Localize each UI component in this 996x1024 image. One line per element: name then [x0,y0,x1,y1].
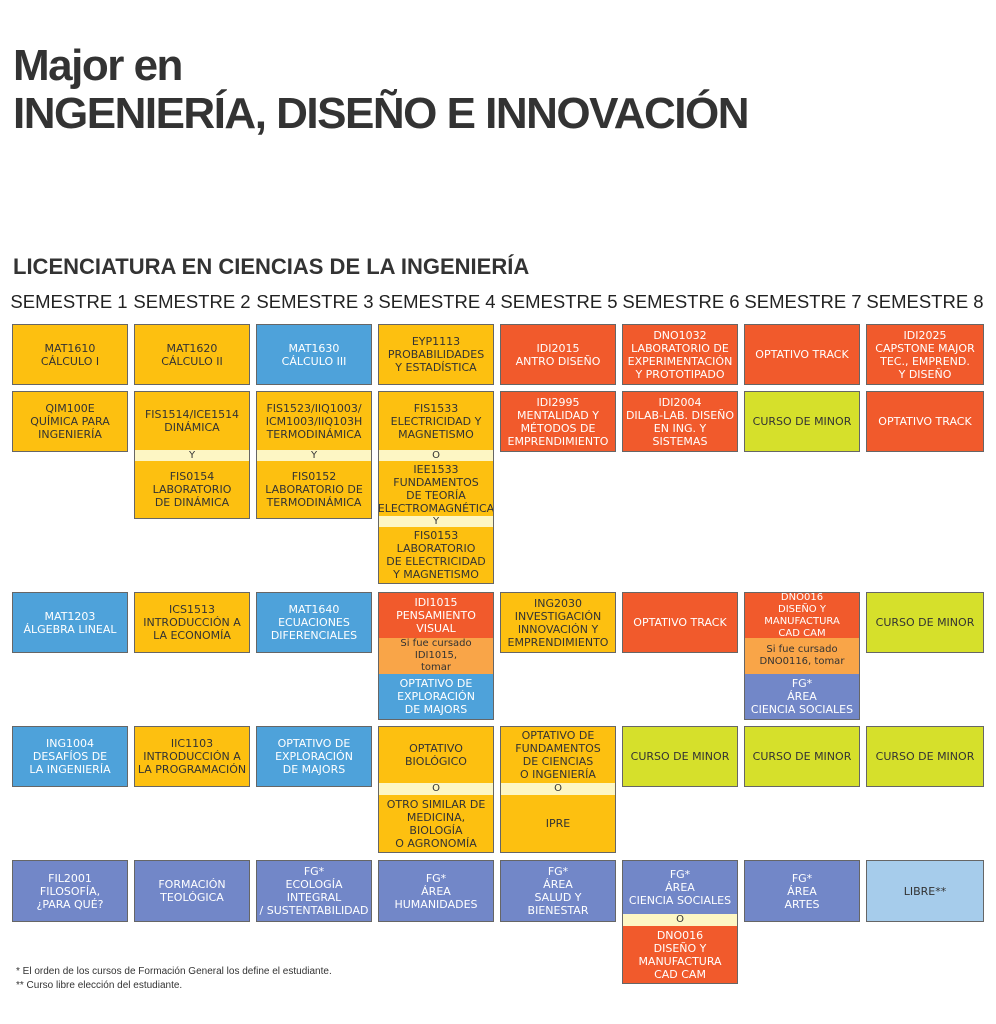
course-optativo-track-s6: OPTATIVO TRACK [622,592,738,653]
course-mat1620: MAT1620 CÁLCULO II [134,324,250,385]
course-dno1032: DNO1032 LABORATORIO DE EXPERIMENTACIÓN Y… [622,324,738,385]
course-dno016: DNO016 DISEÑO Y MANUFACTURA CAD CAM [744,592,860,638]
course-optativo-track-s8: OPTATIVO TRACK [866,391,984,452]
course-idi2995: IDI2995 MENTALIDAD Y MÉTODOS DE EMPRENDI… [500,391,616,452]
course-fis1533: FIS1533 ELECTRICIDAD Y MAGNETISMO [378,391,494,450]
course-ing2030: ING2030 INVESTIGACIÓN INNOVACIÓN Y EMPRE… [500,592,616,653]
semester-6-header: SEMESTRE 6 [622,291,740,312]
course-ics1513: ICS1513 INTRODUCCIÓN A LA ECONOMÍA [134,592,250,653]
page-title-line2: INGENIERÍA, DISEÑO E INNOVACIÓN [13,89,750,138]
course-minor-s6: CURSO DE MINOR [622,726,738,787]
course-qim100e: QIM100E QUÍMICA PARA INGENIERÍA [12,391,128,452]
connector-and: Y [134,450,250,461]
course-optativo-fundamentos: OPTATIVO DE FUNDAMENTOS DE CIENCIAS O IN… [500,726,616,783]
course-idi2004: IDI2004 DILAB-LAB. DISEÑO EN ING. Y SIST… [622,391,738,452]
course-ipre: IPRE [500,795,616,853]
course-mat1630: MAT1630 CÁLCULO III [256,324,372,385]
course-ing1004: ING1004 DESAFÍOS DE LA INGENIERÍA [12,726,128,787]
semester-2-header: SEMESTRE 2 [133,291,251,312]
course-minor-s8: CURSO DE MINOR [866,726,984,787]
connector-or: O [622,914,738,926]
course-mat1610: MAT1610 CÁLCULO I [12,324,128,385]
course-minor-s7: CURSO DE MINOR [744,726,860,787]
semester-4-header: SEMESTRE 4 [378,291,496,312]
course-fg-ciencia-sociales: FG* ÁREA CIENCIA SOCIALES [744,674,860,720]
connector-or: O [378,450,494,461]
course-fis1514: FIS1514/ICE1514 DINÁMICA [134,391,250,450]
condition-note: Si fue cursado IDI1015, tomar [378,638,494,674]
connector-or: O [500,783,616,795]
course-optativo-exploracion: OPTATIVO DE EXPLORACIÓN DE MAJORS [378,674,494,720]
course-fg-ciencia-sociales: FG* ÁREA CIENCIA SOCIALES [622,860,738,914]
condition-note: Si fue cursado DNO0116, tomar [744,638,860,674]
course-iee1533: IEE1533 FUNDAMENTOS DE TEORÍA ELECTROMAG… [378,461,494,516]
course-minor-s8: CURSO DE MINOR [866,592,984,653]
connector-and: Y [378,516,494,527]
course-eyp1113: EYP1113 PROBABILIDADES Y ESTADÍSTICA [378,324,494,385]
connector-and: Y [256,450,372,461]
course-optativo-track-s7: OPTATIVO TRACK [744,324,860,385]
connector-or: O [378,783,494,795]
page-title-line1: Major en [13,41,183,90]
course-dno016: DNO016 DISEÑO Y MANUFACTURA CAD CAM [622,926,738,984]
course-optativo-biologico: OPTATIVO BIOLÓGICO [378,726,494,783]
course-fil2001: FIL2001 FILOSOFÍA, ¿PARA QUÉ? [12,860,128,922]
course-fg-artes: FG* ÁREA ARTES [744,860,860,922]
course-libre: LIBRE** [866,860,984,922]
semester-1-header: SEMESTRE 1 [10,291,128,312]
course-formacion-teologica: FORMACIÓN TEOLÓGICA [134,860,250,922]
footnote-general-formation: * El orden de los cursos de Formación Ge… [16,966,332,977]
course-fg-humanidades: FG* ÁREA HUMANIDADES [378,860,494,922]
course-idi2015: IDI2015 ANTRO DISEÑO [500,324,616,385]
course-optativo-exploracion: OPTATIVO DE EXPLORACIÓN DE MAJORS [256,726,372,787]
course-minor-s7: CURSO DE MINOR [744,391,860,452]
course-fg-salud: FG* ÁREA SALUD Y BIENESTAR [500,860,616,922]
semester-7-header: SEMESTRE 7 [744,291,862,312]
program-subtitle: LICENCIATURA EN CIENCIAS DE LA INGENIERÍ… [13,254,530,279]
footnote-free-course: ** Curso libre elección del estudiante. [16,980,183,991]
semester-8-header: SEMESTRE 8 [866,291,984,312]
course-fg-ecologia: FG* ECOLOGÍA INTEGRAL / SUSTENTABILIDAD [256,860,372,922]
course-fis0152: FIS0152 LABORATORIO DE TERMODINÁMICA [256,461,372,519]
course-otro-similar: OTRO SIMILAR DE MEDICINA, BIOLOGÍA O AGR… [378,795,494,853]
course-idi2025: IDI2025 CAPSTONE MAJOR TEC., EMPREND. Y … [866,324,984,385]
course-idi1015: IDI1015 PENSAMIENTO VISUAL [378,592,494,638]
course-mat1640: MAT1640 ECUACIONES DIFERENCIALES [256,592,372,653]
course-fis0153: FIS0153 LABORATORIO DE ELECTRICIDAD Y MA… [378,527,494,584]
semester-3-header: SEMESTRE 3 [256,291,374,312]
course-fis0154: FIS0154 LABORATORIO DE DINÁMICA [134,461,250,519]
course-fis1523: FIS1523/IIQ1003/ ICM1003/IIQ103H TERMODI… [256,391,372,450]
course-mat1203: MAT1203 ÁLGEBRA LINEAL [12,592,128,653]
semester-5-header: SEMESTRE 5 [500,291,618,312]
course-iic1103: IIC1103 INTRODUCCIÓN A LA PROGRAMACIÓN [134,726,250,787]
